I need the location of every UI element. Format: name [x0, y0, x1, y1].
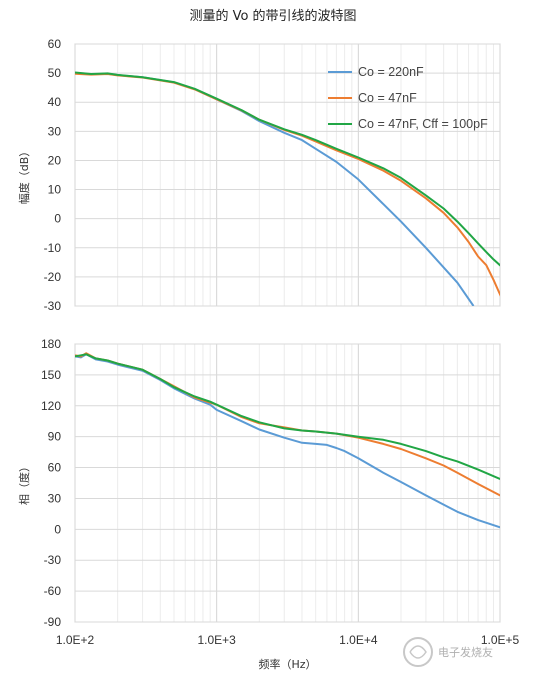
series-line-3 — [75, 353, 500, 480]
magnitude-y-tick-labels: -30 -20 -10 0 10 20 30 40 50 60 — [44, 37, 62, 313]
phase-series — [75, 352, 500, 529]
y-tick-label: 20 — [48, 153, 62, 167]
phase-y-tick-labels: -90 -60 -30 0 30 60 90 120 150 180 — [41, 337, 61, 629]
y-tick-label: 90 — [48, 430, 62, 444]
series-line-3 — [75, 71, 500, 267]
magnitude-series — [75, 71, 500, 306]
y-tick-label: 30 — [48, 491, 62, 505]
phase-grid — [74, 343, 501, 623]
y-tick-label: 60 — [48, 37, 62, 51]
x-axis-label: 频率（Hz） — [258, 657, 316, 671]
y-tick-label: 30 — [48, 124, 62, 138]
y-tick-label: 120 — [41, 399, 61, 413]
phase-x-tick-labels: 1.0E+2 1.0E+3 1.0E+4 1.0E+5 — [56, 633, 520, 647]
x-tick-label: 1.0E+3 — [197, 633, 236, 647]
x-tick-label: 1.0E+5 — [481, 633, 520, 647]
y-tick-label: -10 — [44, 241, 62, 255]
y-tick-label: 150 — [41, 368, 61, 382]
y-tick-label: -20 — [44, 270, 62, 284]
watermark-logo-icon — [403, 637, 433, 667]
legend-label-1: Co = 220nF — [358, 65, 424, 79]
legend-label-2: Co = 47nF — [358, 91, 417, 105]
y-tick-label: -60 — [44, 584, 62, 598]
y-tick-label: 0 — [54, 212, 61, 226]
watermark-logo-mark-icon — [409, 645, 427, 659]
legend: Co = 220nF Co = 47nF Co = 47nF, Cff = 100p… — [328, 65, 488, 131]
x-tick-label: 1.0E+4 — [339, 633, 378, 647]
chart-title: 测量的 Vo 的带引线的波特图 — [189, 8, 356, 24]
y-tick-label: 50 — [48, 66, 62, 80]
y-tick-label: 10 — [48, 183, 62, 197]
phase-y-axis-label: 相（度） — [17, 461, 31, 505]
y-tick-label: 180 — [41, 337, 61, 351]
x-tick-label: 1.0E+2 — [56, 633, 95, 647]
y-tick-label: 0 — [54, 522, 61, 536]
y-tick-label: -30 — [44, 299, 62, 313]
y-tick-label: 40 — [48, 95, 62, 109]
magnitude-y-axis-label: 幅度（dB） — [17, 146, 31, 205]
watermark-text: 电子发烧友 — [438, 645, 493, 659]
phase-plot-area — [74, 343, 501, 623]
magnitude-grid — [74, 43, 501, 307]
y-tick-label: -30 — [44, 553, 62, 567]
watermark: 电子发烧友 — [403, 637, 493, 667]
magnitude-plot: -30 -20 -10 0 10 20 30 40 50 60 幅度（dB） Co = 220nF… — [17, 37, 501, 313]
y-tick-label: 60 — [48, 461, 62, 475]
magnitude-plot-area — [74, 43, 501, 307]
legend-label-3: Co = 47nF, Cff = 100pF — [358, 117, 488, 131]
y-tick-label: -90 — [44, 615, 62, 629]
